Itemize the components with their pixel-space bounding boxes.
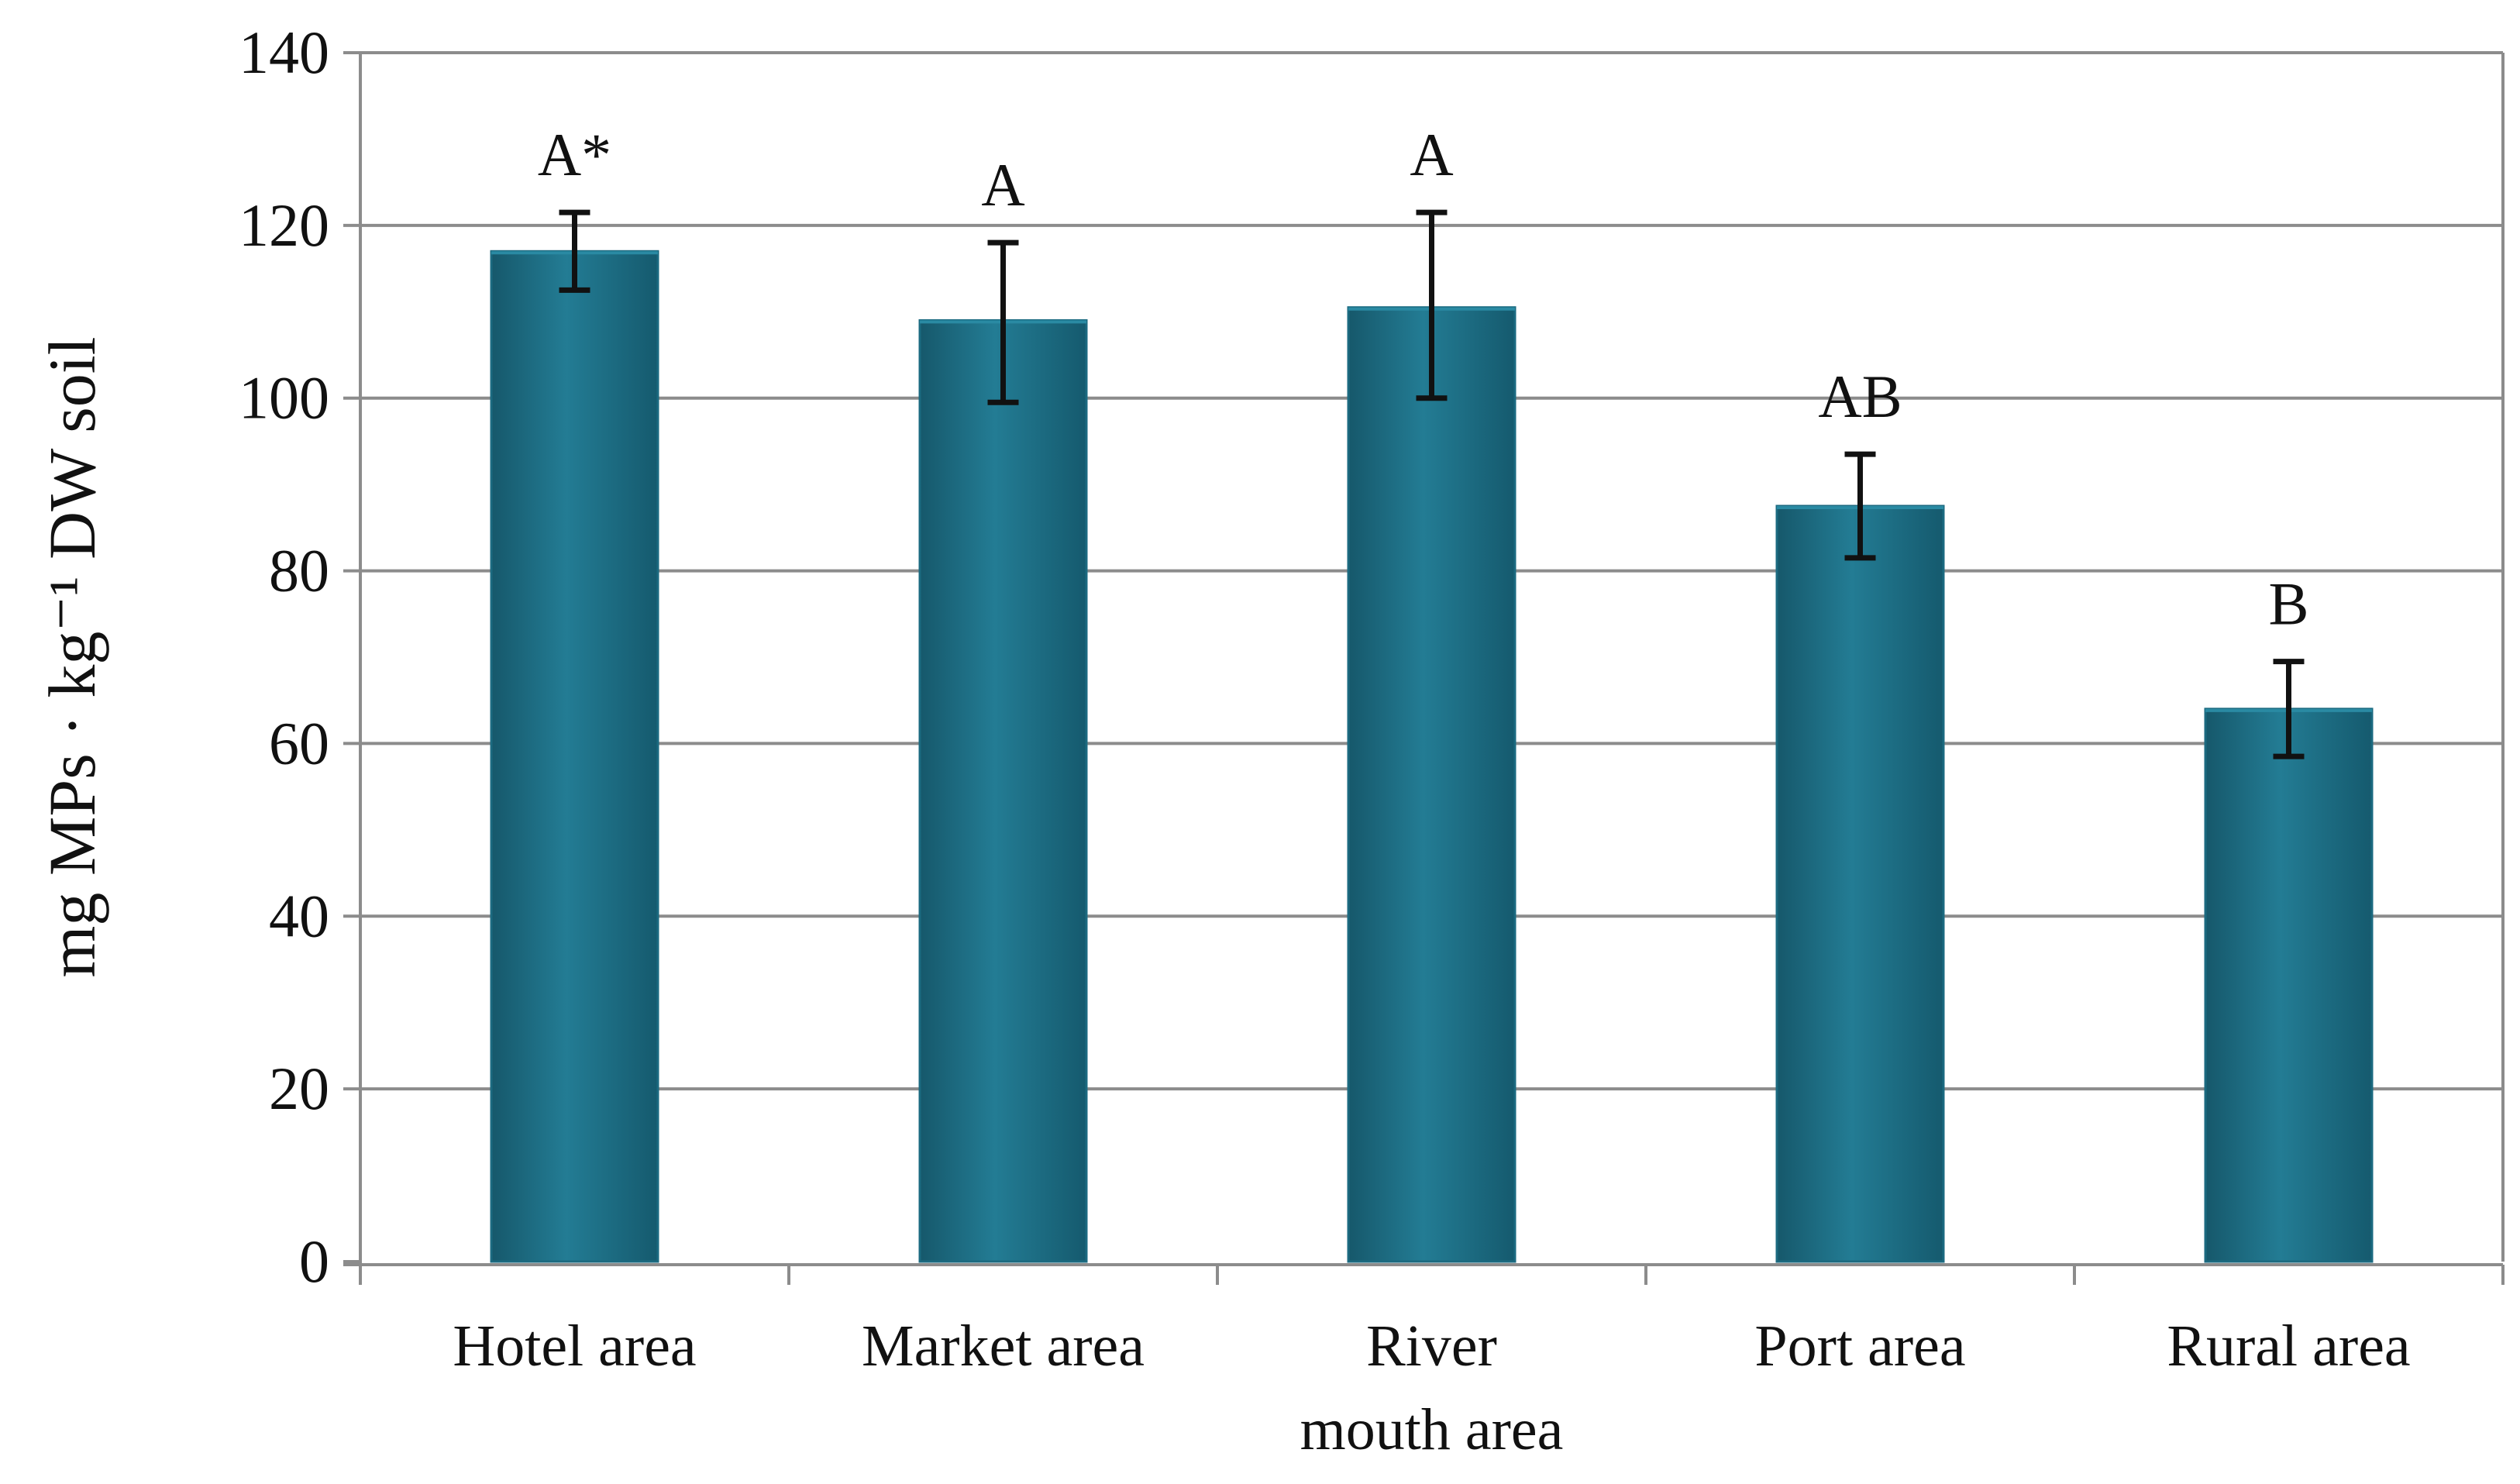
significance-label: A* [538, 121, 611, 188]
bar [2204, 708, 2374, 1263]
y-tick-label: 140 [239, 19, 329, 86]
bar [1775, 504, 1945, 1263]
x-tick-label: Hotel area [453, 1314, 696, 1379]
y-axis-title: mg MPs · kg⁻¹ DW soil [35, 337, 109, 978]
y-tick-label: 100 [239, 364, 329, 432]
significance-label: A [1410, 121, 1453, 188]
x-tick-label: Port area [1754, 1314, 1965, 1379]
bars [490, 250, 2374, 1263]
labels: 0 20 40 60 80 100 120 140 A* Hotel area A Market ar… [239, 19, 2411, 1462]
y-tick-label: 80 [269, 537, 329, 604]
x-tick-label: mouth area [1300, 1397, 1564, 1462]
y-tick-label: 40 [269, 882, 329, 949]
bar [490, 250, 659, 1263]
significance-label: AB [1818, 363, 1902, 430]
bar [918, 318, 1088, 1263]
y-tick-label: 0 [299, 1227, 329, 1295]
bar [1347, 306, 1516, 1263]
y-tick-label: 120 [239, 191, 329, 259]
significance-label: A [981, 151, 1024, 219]
x-tick-label: Market area [862, 1314, 1145, 1379]
y-tick-label: 60 [269, 709, 329, 776]
significance-label: B [2268, 570, 2308, 638]
y-tick-label: 20 [269, 1055, 329, 1122]
axes [343, 51, 2505, 1285]
x-tick-label: Rural area [2167, 1314, 2410, 1379]
x-tick-label: River [1366, 1314, 1497, 1379]
error-bars [559, 209, 2305, 759]
